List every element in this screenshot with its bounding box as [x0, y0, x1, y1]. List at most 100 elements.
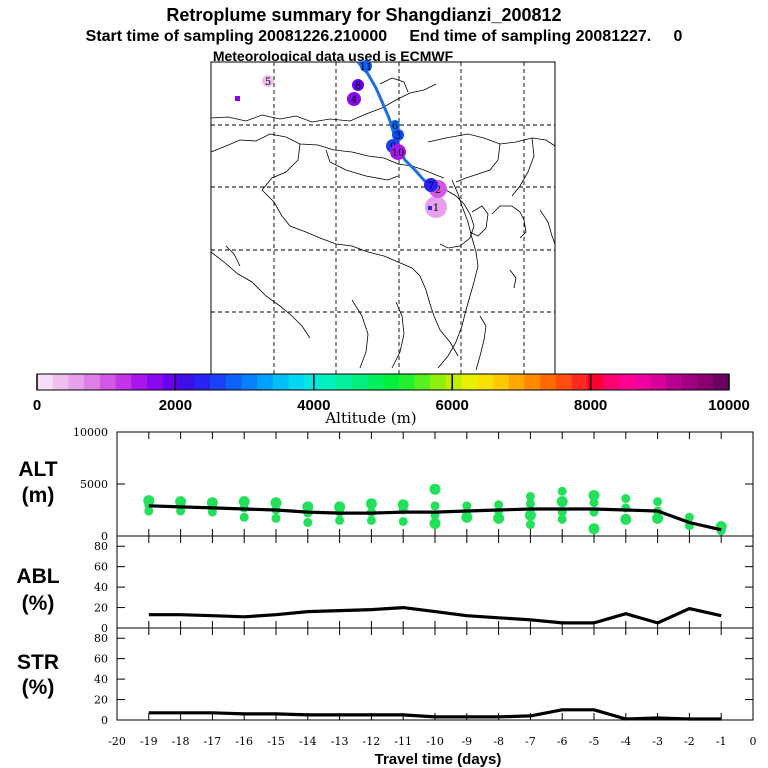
altitude-point — [176, 506, 186, 516]
met-data-line: Meteorological data used is ECMWF — [213, 48, 454, 64]
colorbar-cell — [52, 374, 70, 390]
colorbar-cell — [681, 374, 699, 390]
altitude-point — [589, 498, 599, 508]
y-tick-label: 10000 — [73, 426, 108, 439]
altitude-point — [588, 489, 600, 501]
x-tick-label: -13 — [331, 735, 349, 748]
x-tick-label: -4 — [620, 735, 631, 748]
trajectory-marker-label: 11 — [360, 62, 373, 73]
colorbar-cell — [241, 374, 258, 390]
altitude-point — [398, 516, 408, 526]
colorbar-cell — [383, 374, 400, 390]
trajectory-marker — [352, 79, 364, 91]
colorbar-tick-label: 2000 — [159, 397, 192, 414]
colorbar-cell — [84, 374, 101, 390]
series-line-alt — [148, 504, 722, 532]
altitude-point — [493, 512, 505, 524]
trajectory-marker — [360, 60, 372, 72]
colorbar-cell — [571, 374, 589, 390]
colorbar-cell — [367, 374, 384, 390]
trajectory-marker-label: 3 — [395, 131, 401, 142]
colorbar-cell — [288, 374, 305, 390]
trajectory-marker — [390, 144, 406, 160]
altitude-point — [144, 506, 154, 516]
series-line-str — [148, 708, 722, 721]
x-tick-label: -1 — [716, 735, 727, 748]
colorbar-cell — [304, 374, 321, 390]
panel-unit: (%) — [22, 592, 55, 615]
colorbar-cell — [115, 374, 132, 390]
trajectory-marker — [347, 92, 361, 106]
colorbar-cell — [320, 374, 337, 390]
x-tick-label: -3 — [652, 735, 663, 748]
altitude-point — [271, 513, 281, 523]
x-tick-label: -18 — [172, 735, 190, 748]
x-tick-label: -8 — [493, 735, 504, 748]
trajectory-marker-label: 4 — [351, 95, 357, 106]
x-tick-label: -17 — [204, 735, 222, 748]
y-tick-label: 0 — [101, 530, 108, 543]
altitude-point — [461, 511, 473, 523]
x-axis-title: Travel time (days) — [375, 751, 502, 768]
colorbar-cell — [37, 374, 54, 390]
colorbar-cell — [650, 374, 667, 390]
colorbar-tick-label: 6000 — [436, 397, 469, 414]
altitude-point — [335, 515, 345, 525]
altitude-point — [429, 483, 441, 495]
colorbar-cell — [131, 374, 148, 390]
trajectory-marker-label: 2 — [435, 185, 441, 196]
colorbar-cell — [335, 374, 353, 390]
x-tick-label: -16 — [235, 735, 253, 748]
colorbar-cell — [147, 374, 164, 390]
map-coastlines — [210, 77, 556, 371]
colorbar-cell — [210, 374, 227, 390]
altitude-point — [303, 517, 313, 527]
isolated-point-marker — [428, 206, 432, 210]
colorbar-cell — [162, 374, 180, 390]
trajectory-map: 1234567891011 — [210, 60, 556, 375]
colorbar-cell — [257, 374, 274, 390]
altitude-point — [462, 501, 472, 511]
altitude-point — [684, 512, 694, 522]
x-tick-label: -11 — [394, 735, 412, 748]
trajectory-marker — [262, 75, 274, 87]
colorbar-cell — [461, 374, 478, 390]
map-graticule — [211, 62, 555, 374]
colorbar-cell — [697, 374, 714, 390]
sampling-times: Start time of sampling 20081226.210000 E… — [86, 28, 683, 45]
x-tick-label: 0 — [750, 735, 757, 748]
y-tick-label: 0 — [101, 714, 108, 727]
panel-label: ALT — [18, 458, 57, 481]
altitude-point — [429, 518, 441, 530]
colorbar-cell — [477, 374, 494, 390]
colorbar-cell — [272, 374, 290, 390]
x-tick-label: -9 — [461, 735, 472, 748]
y-tick-label: 60 — [94, 561, 108, 574]
panel-alt: ALT (m) 10000 5000 0 — [18, 426, 754, 543]
altitude-point — [557, 514, 567, 524]
x-tick-label: -15 — [267, 735, 285, 748]
x-tick-label: -12 — [363, 735, 381, 748]
panel-frame — [116, 627, 754, 721]
particle-scatter — [143, 483, 727, 536]
isolated-point-marker — [235, 96, 240, 101]
colorbar-cell — [225, 374, 243, 390]
panel-unit: (m) — [22, 484, 55, 507]
colorbar-tick-label: 0 — [33, 397, 41, 414]
altitude-point — [207, 507, 217, 517]
y-tick-label: 40 — [94, 581, 108, 594]
trajectory-marker-label: 10 — [392, 148, 405, 159]
x-tick-label: -14 — [299, 735, 317, 748]
colorbar-cell — [414, 374, 431, 390]
altitude-point — [524, 509, 536, 521]
x-tick-label: -20 — [108, 735, 126, 748]
colorbar-cell — [524, 374, 541, 390]
trajectory-marker-label: 5 — [265, 77, 271, 88]
colorbar-tick-label: 4000 — [297, 397, 330, 414]
panel-label: ABL — [16, 565, 59, 588]
colorbar-cell — [68, 374, 85, 390]
altitude-point — [366, 515, 376, 525]
trajectory-marker — [425, 196, 447, 218]
colorbar-cell — [508, 374, 526, 390]
